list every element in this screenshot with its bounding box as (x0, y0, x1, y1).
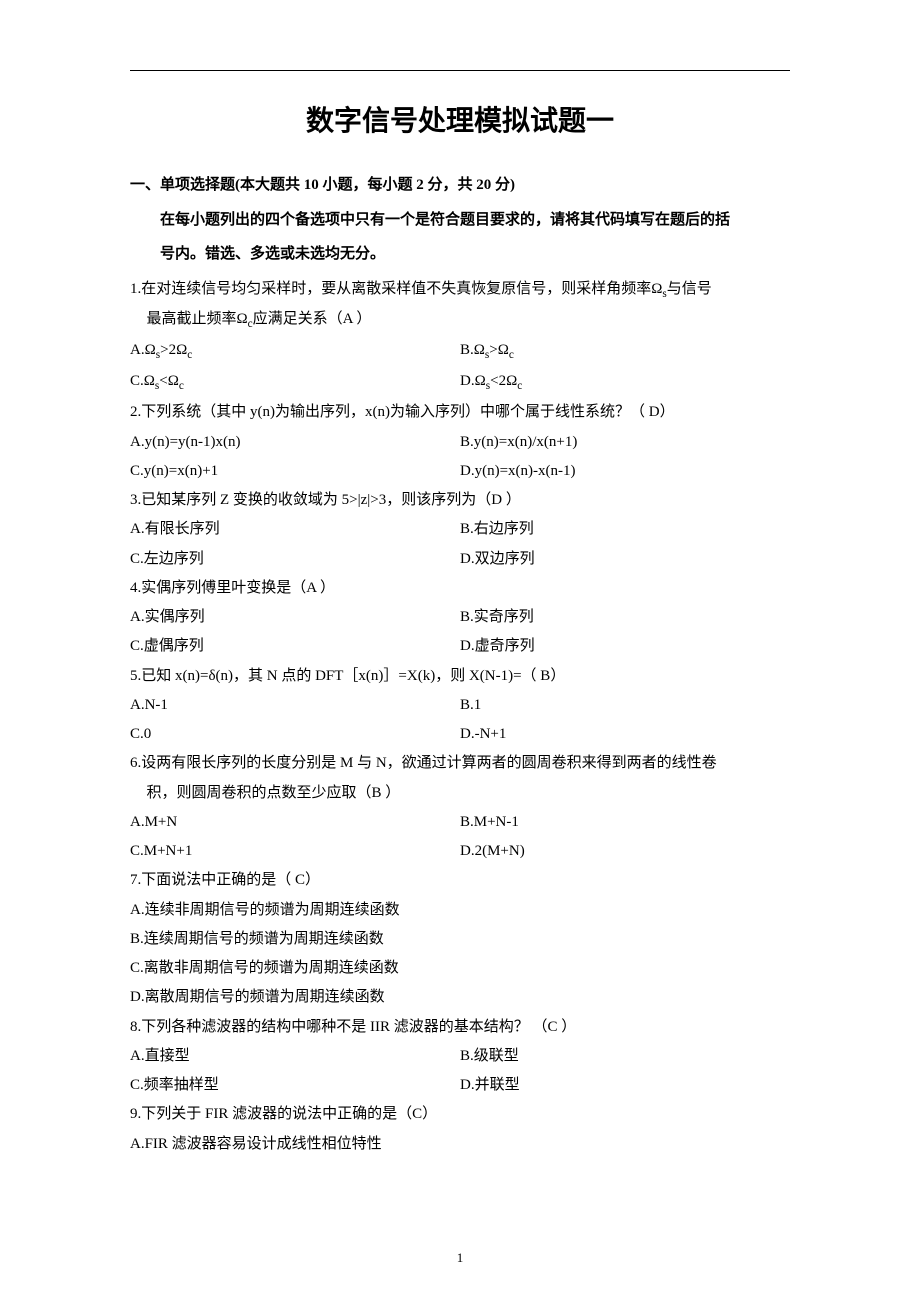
q1-option-c: C.Ωs<Ωc (130, 367, 460, 398)
q8-stem: 8.下列各种滤波器的结构中哪种不是 IIR 滤波器的基本结构？ （C ） (130, 1013, 790, 1042)
q1-stem-text1: 1.在对连续信号均匀采样时，要从离散采样值不失真恢复原信号，则采样角频率Ω (130, 281, 662, 297)
section-heading: 一、单项选择题(本大题共 10 小题，每小题 2 分，共 20 分) (130, 171, 790, 200)
q2-option-d: D.y(n)=x(n)-x(n-1) (460, 457, 790, 486)
q3-option-a: A.有限长序列 (130, 515, 460, 544)
q3-option-b: B.右边序列 (460, 515, 790, 544)
q2-options-row2: C.y(n)=x(n)+1 D.y(n)=x(n)-x(n-1) (130, 457, 790, 486)
exam-title: 数字信号处理模拟试题一 (130, 99, 790, 139)
q4-stem: 4.实偶序列傅里叶变换是（A ） (130, 574, 790, 603)
q4-option-d: D.虚奇序列 (460, 632, 790, 661)
q6-option-b: B.M+N-1 (460, 808, 790, 837)
q7-option-c: C.离散非周期信号的频谱为周期连续函数 (130, 954, 790, 983)
q1-stem-text2b: 应满足关系（A ） (253, 311, 372, 327)
q9-option-a: A.FIR 滤波器容易设计成线性相位特性 (130, 1130, 790, 1159)
q1-option-d: D.Ωs<2Ωc (460, 367, 790, 398)
q8-options-row1: A.直接型 B.级联型 (130, 1042, 790, 1071)
q1-stem-line2: 最高截止频率Ωc应满足关系（A ） (130, 305, 790, 336)
q8-option-d: D.并联型 (460, 1071, 790, 1100)
section-note-line2: 号内。错选、多选或未选均无分。 (130, 240, 790, 269)
q8-option-a: A.直接型 (130, 1042, 460, 1071)
q1-option-b: B.Ωs>Ωc (460, 336, 790, 367)
q6-option-c: C.M+N+1 (130, 837, 460, 866)
page-number: 1 (0, 1250, 920, 1266)
q4-options-row1: A.实偶序列 B.实奇序列 (130, 603, 790, 632)
q2-option-c: C.y(n)=x(n)+1 (130, 457, 460, 486)
q6-stem-line2: 积，则圆周卷积的点数至少应取（B ） (130, 779, 790, 808)
q5-stem: 5.已知 x(n)=δ(n)，其 N 点的 DFT［x(n)］=X(k)，则 X… (130, 662, 790, 691)
q3-option-c: C.左边序列 (130, 545, 460, 574)
q9-stem: 9.下列关于 FIR 滤波器的说法中正确的是（C） (130, 1100, 790, 1129)
q7-stem: 7.下面说法中正确的是（ C） (130, 866, 790, 895)
q7-option-b: B.连续周期信号的频谱为周期连续函数 (130, 925, 790, 954)
q8-option-c: C.频率抽样型 (130, 1071, 460, 1100)
q1-options-row2: C.Ωs<Ωc D.Ωs<2Ωc (130, 367, 790, 398)
q8-option-b: B.级联型 (460, 1042, 790, 1071)
q2-stem: 2.下列系统（其中 y(n)为输出序列，x(n)为输入序列）中哪个属于线性系统？… (130, 398, 790, 427)
q4-option-b: B.实奇序列 (460, 603, 790, 632)
q6-options-row2: C.M+N+1 D.2(M+N) (130, 837, 790, 866)
q4-option-a: A.实偶序列 (130, 603, 460, 632)
exam-page: 数字信号处理模拟试题一 一、单项选择题(本大题共 10 小题，每小题 2 分，共… (0, 0, 920, 1302)
q5-option-b: B.1 (460, 691, 790, 720)
q6-options-row1: A.M+N B.M+N-1 (130, 808, 790, 837)
q6-stem-line1: 6.设两有限长序列的长度分别是 M 与 N，欲通过计算两者的圆周卷积来得到两者的… (130, 749, 790, 778)
q8-options-row2: C.频率抽样型 D.并联型 (130, 1071, 790, 1100)
q3-stem: 3.已知某序列 Z 变换的收敛域为 5>|z|>3，则该序列为（D ） (130, 486, 790, 515)
q1-option-a: A.Ωs>2Ωc (130, 336, 460, 367)
q2-option-b: B.y(n)=x(n)/x(n+1) (460, 428, 790, 457)
q2-option-a: A.y(n)=y(n-1)x(n) (130, 428, 460, 457)
q4-options-row2: C.虚偶序列 D.虚奇序列 (130, 632, 790, 661)
q3-options-row1: A.有限长序列 B.右边序列 (130, 515, 790, 544)
q3-options-row2: C.左边序列 D.双边序列 (130, 545, 790, 574)
q6-option-a: A.M+N (130, 808, 460, 837)
q1-stem-text1b: 与信号 (667, 281, 712, 297)
q1-options-row1: A.Ωs>2Ωc B.Ωs>Ωc (130, 336, 790, 367)
q5-option-d: D.-N+1 (460, 720, 790, 749)
q6-option-d: D.2(M+N) (460, 837, 790, 866)
q1-stem-text2: 最高截止频率Ω (147, 311, 248, 327)
top-rule (130, 70, 790, 71)
q5-options-row2: C.0 D.-N+1 (130, 720, 790, 749)
q5-options-row1: A.N-1 B.1 (130, 691, 790, 720)
q5-option-a: A.N-1 (130, 691, 460, 720)
q1-stem-line1: 1.在对连续信号均匀采样时，要从离散采样值不失真恢复原信号，则采样角频率Ωs与信… (130, 275, 790, 306)
q7-option-d: D.离散周期信号的频谱为周期连续函数 (130, 983, 790, 1012)
q2-options-row1: A.y(n)=y(n-1)x(n) B.y(n)=x(n)/x(n+1) (130, 428, 790, 457)
q3-option-d: D.双边序列 (460, 545, 790, 574)
q7-option-a: A.连续非周期信号的频谱为周期连续函数 (130, 896, 790, 925)
q5-option-c: C.0 (130, 720, 460, 749)
q4-option-c: C.虚偶序列 (130, 632, 460, 661)
section-note-line1: 在每小题列出的四个备选项中只有一个是符合题目要求的，请将其代码填写在题后的括 (130, 206, 790, 235)
